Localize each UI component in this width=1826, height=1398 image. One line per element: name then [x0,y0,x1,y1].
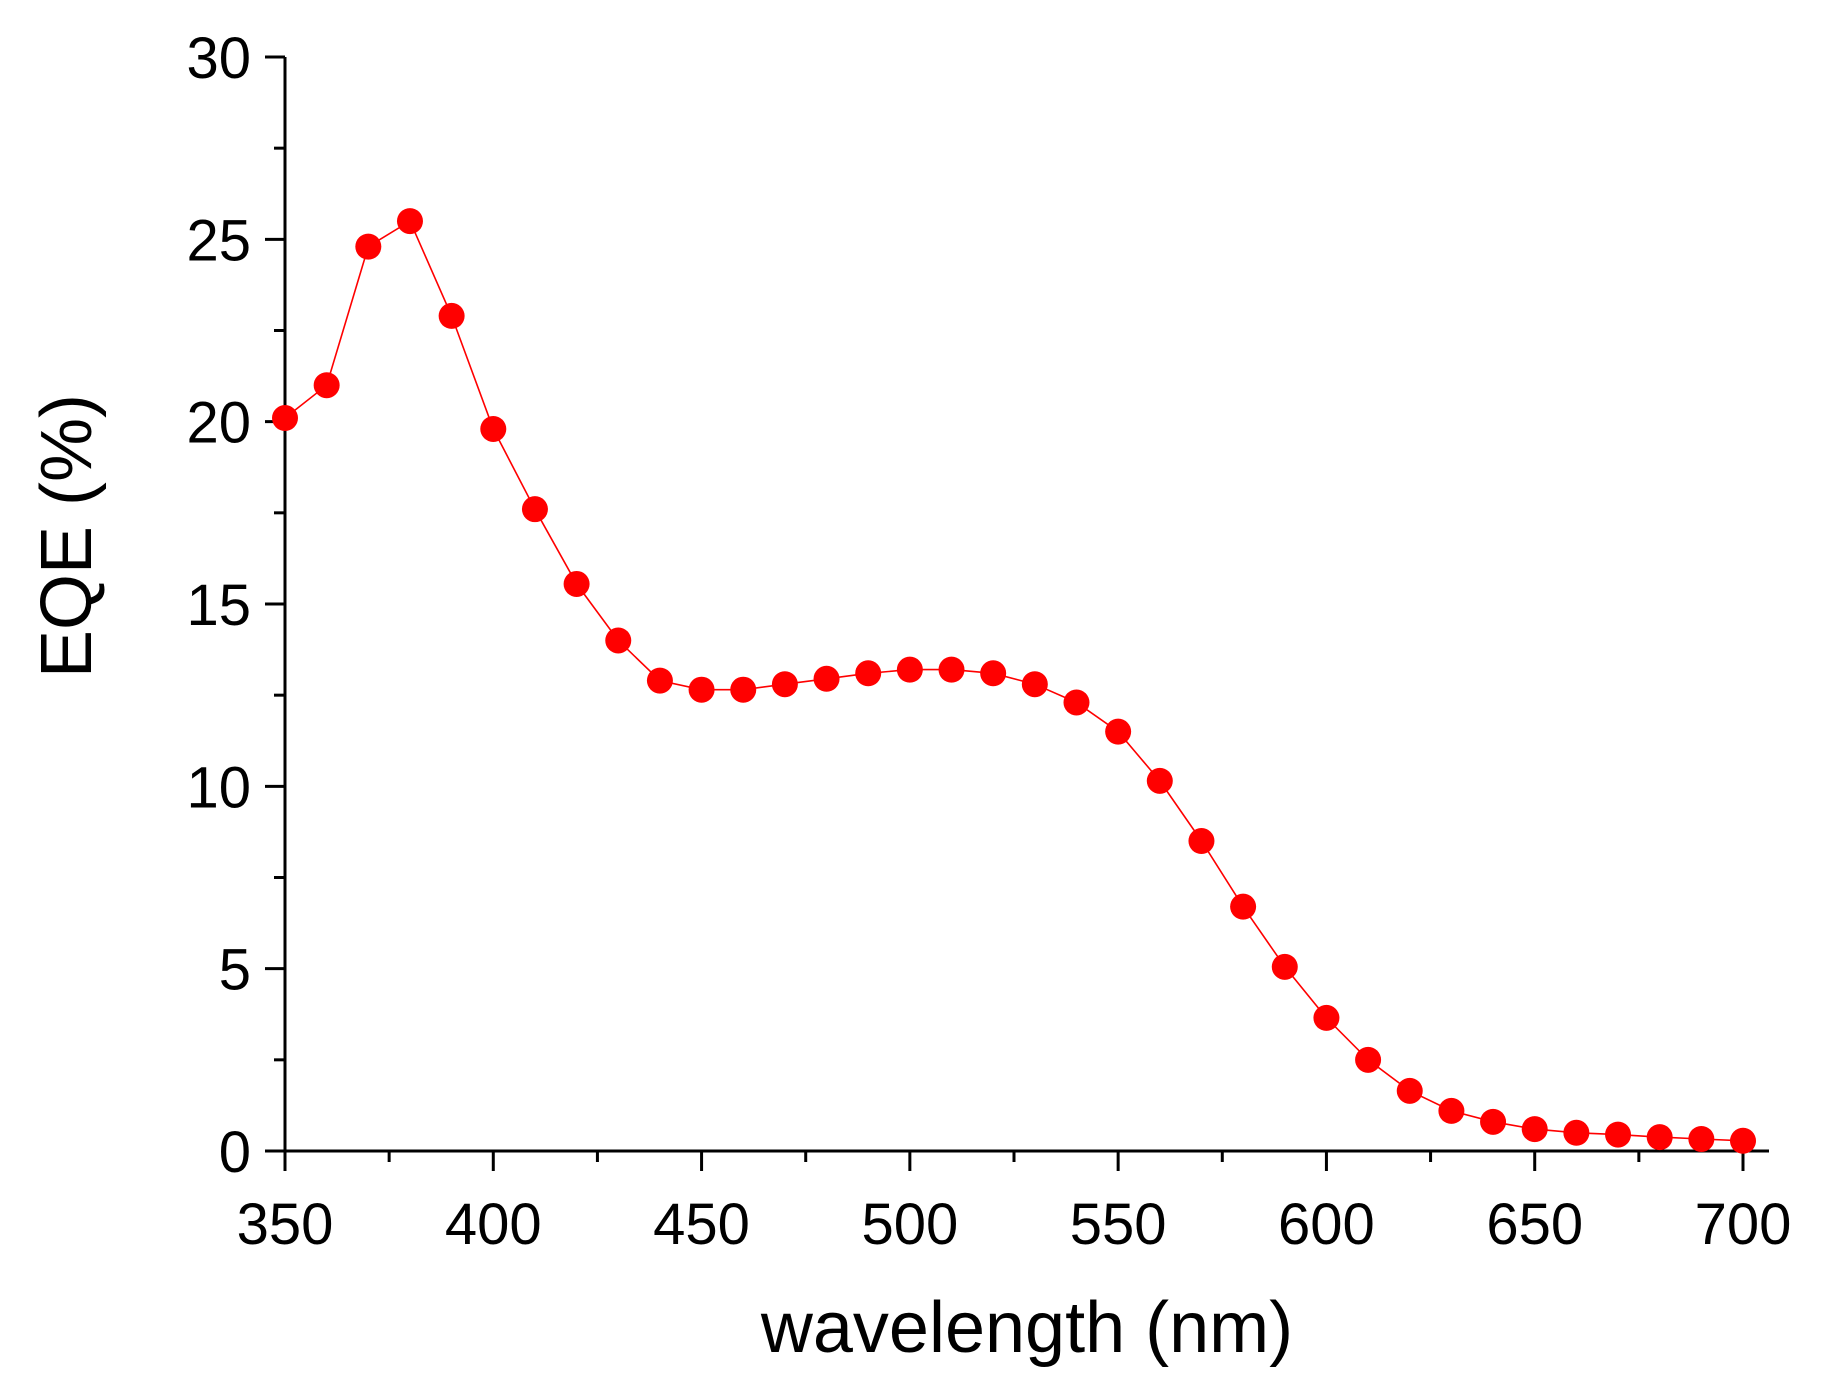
data-point [396,208,423,235]
data-point [855,660,882,687]
data-point [1521,1116,1548,1143]
data-point [605,627,632,654]
data-point [1105,718,1132,745]
data-point [438,302,465,329]
y-axis-title: EQE (%) [27,394,107,678]
data-point [730,676,757,703]
y-tick-label: 20 [186,391,251,456]
x-tick-label: 550 [1070,1192,1167,1257]
data-point [688,676,715,703]
data-point [1563,1119,1590,1146]
x-tick-label: 600 [1278,1192,1375,1257]
data-point [1146,767,1173,794]
data-point [980,660,1007,687]
data-point [1063,689,1090,716]
y-tick-label: 5 [219,938,251,1003]
data-point [480,415,507,442]
y-tick-label: 0 [219,1120,251,1185]
data-point [1438,1097,1465,1124]
data-point [1646,1124,1673,1151]
data-point [771,671,798,698]
y-tick-label: 30 [186,26,251,91]
x-tick-label: 400 [445,1192,542,1257]
data-point [1313,1004,1340,1031]
data-point [896,656,923,683]
data-point [563,570,590,597]
y-axis-ticks: 0 5 10 15 20 25 30 [186,26,285,1185]
data-point [1271,953,1298,980]
data-point [1021,671,1048,698]
data-point [1605,1121,1632,1148]
x-tick-label: 450 [653,1192,750,1257]
data-point [813,665,840,692]
x-tick-label: 500 [861,1192,958,1257]
x-axis-title: wavelength (nm) [760,1288,1293,1368]
data-point [355,233,382,260]
data-point [1396,1077,1423,1104]
plot-area: 0 5 10 15 20 25 30 350 400 450 500 550 600 650 700 [186,26,1791,1257]
eqe-series-points [272,208,1756,1154]
x-axis-ticks: 350 400 450 500 550 600 650 700 [237,1151,1792,1257]
data-point [1188,828,1215,855]
x-tick-label: 700 [1695,1192,1792,1257]
data-point [1730,1127,1756,1154]
data-point [1355,1046,1382,1073]
data-point [313,372,340,399]
data-point [1480,1108,1507,1135]
y-tick-label: 15 [186,573,251,638]
data-point [521,496,548,523]
data-point [646,667,673,694]
y-tick-label: 10 [186,755,251,820]
data-point [272,405,298,432]
x-tick-label: 650 [1486,1192,1583,1257]
data-point [1230,893,1257,920]
eqe-series-line [284,219,1744,1142]
y-tick-label: 25 [186,208,251,273]
data-point [1688,1125,1715,1152]
x-tick-label: 350 [237,1192,334,1257]
data-point [938,656,965,683]
